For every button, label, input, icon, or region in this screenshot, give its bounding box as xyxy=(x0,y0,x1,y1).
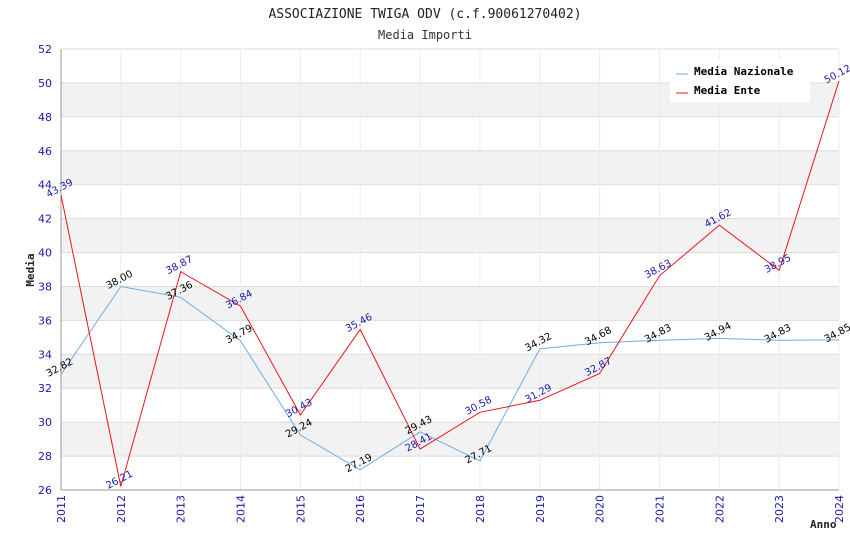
data-label: 34.85 xyxy=(823,322,850,345)
chart-subtitle: Media Importi xyxy=(378,28,472,42)
data-label: 34.94 xyxy=(703,321,733,344)
data-label: 34.83 xyxy=(763,322,793,345)
y-tick-label: 30 xyxy=(38,416,52,429)
data-label: 26.21 xyxy=(104,469,134,492)
data-label: 30.43 xyxy=(284,397,314,420)
y-tick-label: 48 xyxy=(38,111,52,124)
legend-box xyxy=(670,60,810,102)
x-tick-label: 2023 xyxy=(773,495,786,523)
y-tick-label: 52 xyxy=(38,43,52,56)
chart-title: ASSOCIAZIONE TWIGA ODV (c.f.90061270402) xyxy=(268,7,581,22)
gridlines xyxy=(60,48,840,491)
y-tick-label: 50 xyxy=(38,77,52,90)
x-tick-label: 2015 xyxy=(294,495,307,523)
grid-band xyxy=(61,150,839,185)
data-label: 34.83 xyxy=(643,322,673,345)
grid-band xyxy=(61,218,839,253)
data-label: 30.58 xyxy=(464,395,494,418)
series-line-media-ente xyxy=(60,80,840,487)
x-tick-label: 2018 xyxy=(474,495,487,523)
x-tick-label: 2016 xyxy=(354,495,367,523)
x-axis-ticks: 2011 2012 2013 2014 2015 2016 2017 2018 2019 2020… xyxy=(55,495,846,523)
legend: Media Nazionale Media Ente xyxy=(670,60,810,102)
data-label: 34.79 xyxy=(224,323,254,346)
data-label: 38.95 xyxy=(763,253,793,276)
y-tick-label: 34 xyxy=(38,348,52,361)
y-axis-label: Media xyxy=(24,253,37,286)
series-line-media-nazionale xyxy=(60,285,840,471)
x-tick-label: 2019 xyxy=(534,495,547,523)
y-tick-label: 36 xyxy=(38,314,52,327)
y-tick-label: 28 xyxy=(38,450,52,463)
x-tick-label: 2020 xyxy=(594,495,607,523)
x-tick-label: 2011 xyxy=(55,495,68,523)
y-tick-label: 42 xyxy=(38,213,52,226)
data-label: 38.87 xyxy=(164,254,194,277)
y-tick-label: 32 xyxy=(38,382,52,395)
y-tick-label: 26 xyxy=(38,484,52,497)
y-tick-label: 44 xyxy=(38,179,52,192)
x-tick-label: 2021 xyxy=(653,495,666,523)
series-lines xyxy=(60,80,840,487)
y-tick-label: 38 xyxy=(38,280,52,293)
x-tick-label: 2012 xyxy=(115,495,128,523)
x-tick-label: 2024 xyxy=(833,495,846,523)
x-tick-label: 2014 xyxy=(235,495,248,523)
legend-label-media-ente: Media Ente xyxy=(694,84,761,97)
x-tick-label: 2013 xyxy=(175,495,188,523)
x-tick-label: 2022 xyxy=(713,495,726,523)
y-tick-label: 40 xyxy=(38,247,52,260)
grid-band xyxy=(61,354,839,389)
y-tick-label: 46 xyxy=(38,145,52,158)
grid-band xyxy=(61,422,839,457)
y-axis-ticks: 26 28 30 32 34 36 38 40 42 44 46 48 50 52 xyxy=(38,43,52,497)
legend-label-media-nazionale: Media Nazionale xyxy=(694,65,794,78)
x-axis-label: Anno xyxy=(810,518,837,531)
grid-band xyxy=(61,286,839,321)
x-tick-label: 2017 xyxy=(414,495,427,523)
data-label: 34.68 xyxy=(583,325,613,348)
